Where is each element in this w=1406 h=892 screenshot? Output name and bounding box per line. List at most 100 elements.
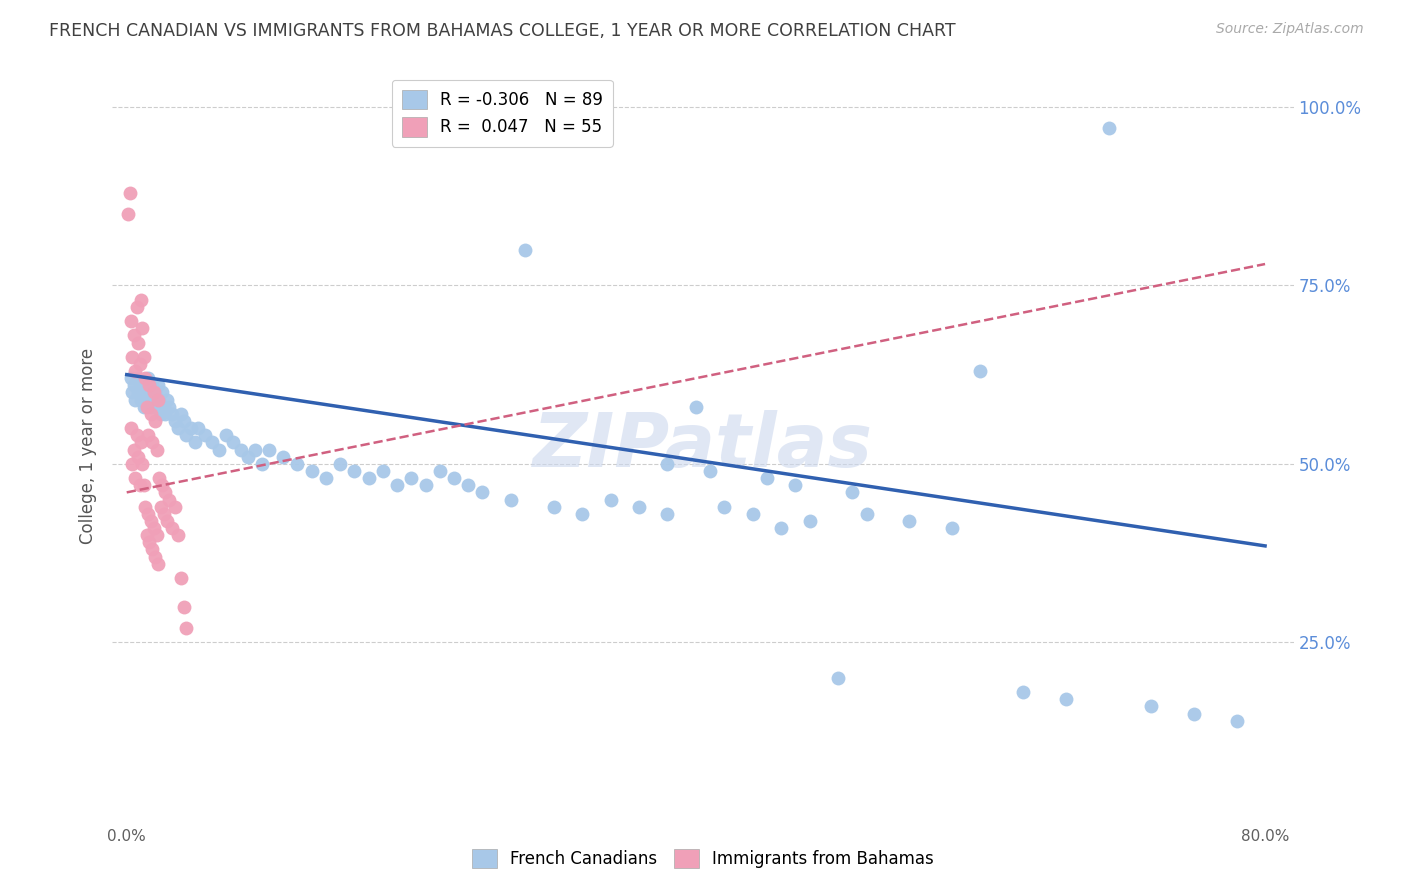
Point [135, 528, 157, 542]
Point [173, 414, 195, 428]
Point [149, 407, 172, 421]
Point [145, 442, 167, 457]
Point [513, 243, 536, 257]
Point [136, 507, 159, 521]
Point [117, 207, 139, 221]
Point [125, 371, 148, 385]
Point [150, 385, 173, 400]
Point [122, 328, 145, 343]
Point [157, 492, 180, 507]
Point [127, 335, 149, 350]
Point [176, 621, 198, 635]
Point [142, 521, 165, 535]
Legend: R = -0.306   N = 89, R =  0.047   N = 55: R = -0.306 N = 89, R = 0.047 N = 55 [392, 79, 613, 146]
Point [898, 514, 921, 528]
Point [170, 407, 193, 421]
Point [127, 385, 149, 400]
Point [194, 428, 217, 442]
Point [1012, 685, 1035, 699]
Point [969, 364, 991, 378]
Point [627, 500, 650, 514]
Point [941, 521, 963, 535]
Point [429, 464, 451, 478]
Point [1226, 714, 1249, 728]
Point [124, 364, 146, 378]
Point [173, 599, 195, 614]
Point [153, 407, 176, 421]
Point [143, 549, 166, 564]
Point [827, 671, 849, 685]
Point [1054, 692, 1077, 706]
Point [121, 350, 143, 364]
Point [329, 457, 352, 471]
Point [443, 471, 465, 485]
Point [471, 485, 494, 500]
Point [162, 407, 184, 421]
Point [129, 392, 152, 407]
Point [129, 293, 152, 307]
Point [155, 392, 177, 407]
Point [571, 507, 593, 521]
Point [1182, 706, 1205, 721]
Point [120, 371, 142, 385]
Point [229, 442, 252, 457]
Point [124, 471, 146, 485]
Point [128, 378, 150, 392]
Point [713, 500, 735, 514]
Point [120, 314, 142, 328]
Point [301, 464, 323, 478]
Point [146, 378, 169, 392]
Point [122, 378, 145, 392]
Text: Source: ZipAtlas.com: Source: ZipAtlas.com [1216, 22, 1364, 37]
Point [121, 457, 143, 471]
Point [157, 400, 180, 414]
Point [146, 557, 169, 571]
Point [287, 457, 309, 471]
Point [125, 300, 148, 314]
Point [152, 507, 174, 521]
Point [121, 385, 143, 400]
Point [136, 371, 159, 385]
Point [343, 464, 366, 478]
Point [1097, 121, 1119, 136]
Point [135, 400, 157, 414]
Point [371, 464, 394, 478]
Point [657, 507, 679, 521]
Point [855, 507, 877, 521]
Point [499, 492, 522, 507]
Point [180, 421, 202, 435]
Point [153, 485, 176, 500]
Point [139, 407, 162, 421]
Point [128, 478, 150, 492]
Point [132, 350, 155, 364]
Point [415, 478, 437, 492]
Point [699, 464, 721, 478]
Point [841, 485, 863, 500]
Point [162, 521, 184, 535]
Point [141, 435, 163, 450]
Point [143, 385, 166, 400]
Point [799, 514, 821, 528]
Point [124, 392, 146, 407]
Point [145, 528, 167, 542]
Point [315, 471, 337, 485]
Point [138, 378, 160, 392]
Point [148, 471, 170, 485]
Point [152, 400, 174, 414]
Y-axis label: College, 1 year or more: College, 1 year or more [79, 348, 97, 544]
Point [150, 478, 173, 492]
Point [257, 442, 280, 457]
Point [132, 478, 155, 492]
Point [165, 414, 187, 428]
Point [136, 428, 159, 442]
Point [131, 321, 153, 335]
Point [385, 478, 408, 492]
Point [236, 450, 259, 464]
Point [118, 186, 141, 200]
Point [135, 392, 157, 407]
Point [142, 385, 165, 400]
Point [129, 435, 152, 450]
Point [599, 492, 621, 507]
Point [457, 478, 479, 492]
Point [215, 428, 238, 442]
